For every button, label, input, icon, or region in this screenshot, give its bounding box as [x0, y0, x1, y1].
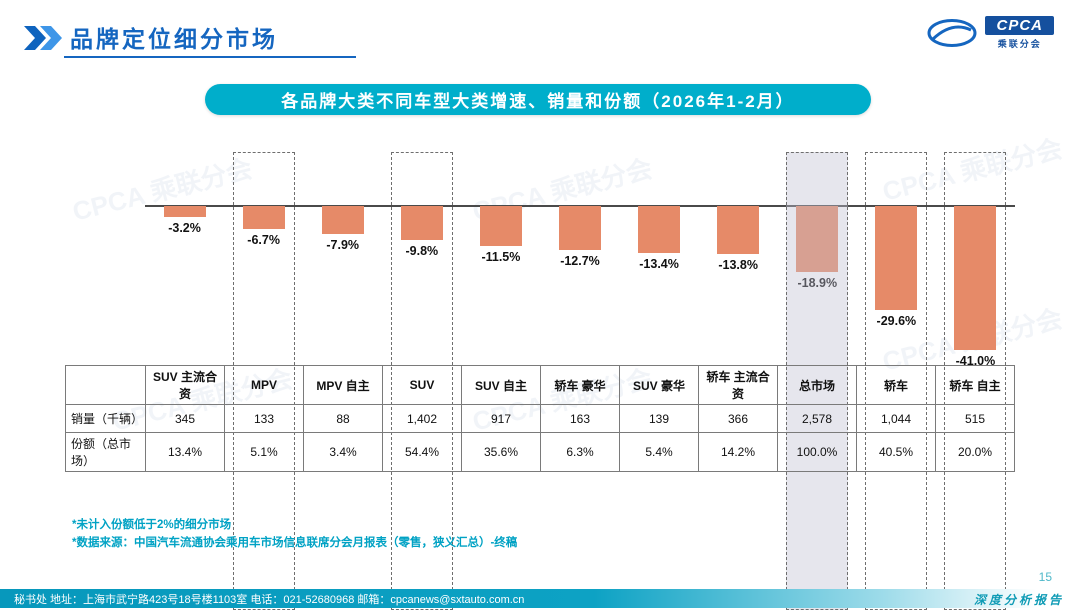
bar-value-label: -29.6% — [876, 313, 917, 328]
table-cell: 6.3% — [540, 432, 620, 472]
column-header-轿车: 轿车 — [856, 365, 936, 405]
table-head: SUV 主流合资 MPV MPV 自主 SUV SUV 自主 轿车 豪华 SUV 豪华 轿车 … — [65, 365, 1015, 405]
bar-MPV — [242, 206, 285, 230]
page-number: 15 — [1038, 570, 1052, 584]
footer-contact: 秘书处 地址：上海市武宁路423号18号楼1103室 电话：021-526809… — [14, 593, 525, 606]
table-cell: 139 — [619, 404, 699, 433]
cpca-logo-subtext: 乘联分会 — [997, 39, 1042, 49]
footnotes: *未计入份额低于2%的细分市场 *数据来源：中国汽车流通协会乘用车市场信息联席分… — [72, 516, 517, 552]
column-header-SUV 豪华: SUV 豪华 — [619, 365, 699, 405]
table-cell: 1,044 — [856, 404, 936, 433]
table-cell: 366 — [698, 404, 778, 433]
bar-SUV 豪华 — [638, 206, 681, 253]
page-title: 品牌定位细分市场 — [70, 26, 278, 52]
column-header-轿车 自主: 轿车 自主 — [935, 365, 1015, 405]
bar-value-label: -13.4% — [639, 256, 679, 271]
bar-MPV 自主 — [321, 206, 364, 234]
report-label: 深度分析报告 — [973, 593, 1064, 607]
bar-轿车 主流合资 — [717, 206, 760, 255]
table-cell: 40.5% — [856, 432, 936, 472]
table-cell: 1,402 — [382, 404, 462, 433]
bar-SUV 主流合资 — [163, 206, 206, 218]
table-cell: 2,578 — [777, 404, 857, 433]
chart-title: 各品牌大类不同车型大类增速、销量和份额（2026年1-2月） — [205, 84, 871, 115]
column-header-MPV 自主: MPV 自主 — [303, 365, 383, 405]
row-label: 销量（千辆） — [65, 404, 146, 433]
column-header-SUV 主流合资: SUV 主流合资 — [145, 365, 225, 405]
table-cell: 515 — [935, 404, 1015, 433]
column-header-SUV 自主: SUV 自主 — [461, 365, 541, 405]
table-cell: 20.0% — [935, 432, 1015, 472]
column-header-轿车 豪华: 轿车 豪华 — [540, 365, 620, 405]
table-cell: 163 — [540, 404, 620, 433]
bar-value-label: -41.0% — [955, 353, 996, 368]
table-cell: 345 — [145, 404, 225, 433]
data-table: SUV 主流合资 MPV MPV 自主 SUV SUV 自主 轿车 豪华 SUV 豪华 轿车 … — [65, 365, 1015, 472]
table-cell: 54.4% — [382, 432, 462, 472]
table-body: 销量（千辆） 345 133 88 1,402 917 163 139 366 2,578 1,04… — [65, 404, 1015, 472]
cpca-logo-icon — [927, 19, 977, 47]
column-header-MPV: MPV — [224, 365, 304, 405]
bar-value-label: -12.7% — [560, 254, 600, 269]
bar-轿车 — [875, 206, 918, 310]
footnote-2: *数据来源：中国汽车流通协会乘用车市场信息联席分会月报表（零售，狭义汇总）-终稿 — [72, 537, 518, 549]
bar-总市场 — [796, 206, 839, 273]
bar-value-label: -18.9% — [797, 276, 838, 291]
cpca-logo-text-block: CPCA 乘联分会 — [985, 16, 1054, 50]
table-cell: 13.4% — [145, 432, 225, 472]
bar-value-label: -7.9% — [326, 237, 360, 252]
table-header-row: SUV 主流合资 MPV MPV 自主 SUV SUV 自主 轿车 豪华 SUV 豪华 轿车 … — [65, 365, 1015, 405]
footnote-1: *未计入份额低于2%的细分市场 — [72, 519, 232, 531]
table-cell: 5.4% — [619, 432, 699, 472]
table-cell: 917 — [461, 404, 541, 433]
table-cell: 35.6% — [461, 432, 541, 472]
chevrons-icon — [22, 24, 64, 57]
bar-value-label: -3.2% — [168, 221, 201, 236]
table-cell: 3.4% — [303, 432, 383, 472]
title-underline — [64, 56, 356, 58]
bar-SUV — [400, 206, 443, 241]
table-cell: 100.0% — [777, 432, 857, 472]
row-label: 份额（总市场） — [65, 432, 146, 472]
bar-轿车 豪华 — [559, 206, 601, 251]
table-cell: 88 — [303, 404, 383, 433]
table-cell: 14.2% — [698, 432, 778, 472]
table-cell: 5.1% — [224, 432, 304, 472]
column-header-SUV: SUV — [382, 365, 462, 405]
table-row: 销量（千辆） 345 133 88 1,402 917 163 139 366 2,578 1,04… — [65, 404, 1015, 433]
column-header-总市场: 总市场 — [777, 365, 857, 405]
table-cell: 133 — [224, 404, 304, 433]
bar-SUV 自主 — [479, 206, 522, 247]
bar-value-label: -6.7% — [247, 233, 280, 248]
cpca-logo: CPCA 乘联分会 — [926, 16, 1054, 50]
bar-value-label: -11.5% — [481, 250, 521, 265]
column-header-轿车 主流合资: 轿车 主流合资 — [698, 365, 778, 405]
bar-轿车 自主 — [954, 206, 997, 350]
cpca-logo-text: CPCA — [985, 16, 1054, 35]
table-row: 份额（总市场） 13.4% 5.1% 3.4% 54.4% 35.6% 6.3% 5.4% 14… — [65, 432, 1015, 472]
footer-bar: 秘书处 地址：上海市武宁路423号18号楼1103室 电话：021-526809… — [0, 589, 1080, 608]
bar-value-label: -9.8% — [405, 244, 439, 259]
table-corner-cell — [65, 365, 146, 405]
bar-value-label: -13.8% — [718, 258, 758, 273]
